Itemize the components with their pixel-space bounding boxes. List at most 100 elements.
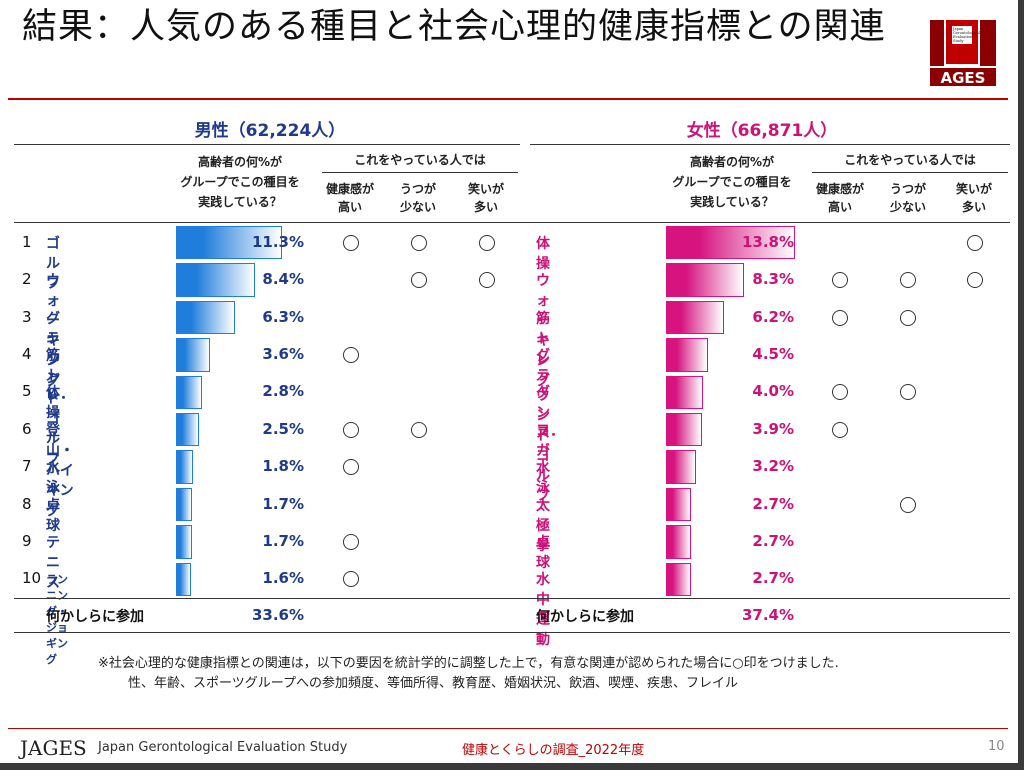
women-marker-circle	[900, 496, 916, 513]
men-category-label: ウォーキング	[46, 273, 60, 390]
women-value-label: 8.3%	[752, 270, 794, 289]
women-header: 女性（66,871人）	[686, 121, 838, 141]
men-marker-circle	[479, 234, 495, 251]
rank-number: 7	[22, 457, 32, 476]
footer-survey: 健康とくらしの調査_2022年度	[462, 743, 645, 758]
women-col-group-line	[812, 172, 1008, 173]
men-category-label: 体操	[46, 385, 60, 422]
men-bar	[176, 338, 210, 372]
women-category-label: ウォーキング	[536, 273, 550, 390]
men-total-label: 何かしらに参加	[46, 609, 144, 625]
men-marker-circle	[343, 234, 359, 251]
women-total-value: 37.4%	[741, 606, 794, 624]
men-marker-circle	[343, 571, 359, 588]
men-col-group-line	[322, 172, 518, 173]
women-marker-circle	[900, 309, 916, 326]
men-bar	[176, 450, 193, 484]
men-bar	[176, 562, 191, 596]
rank-number: 8	[22, 494, 32, 513]
women-category-label: ヨガ	[536, 422, 550, 459]
women-bar	[666, 525, 692, 559]
men-marker-circle	[411, 234, 427, 251]
women-value-label: 6.2%	[752, 307, 794, 326]
rank-number: 4	[22, 344, 32, 363]
women-marker-circle	[832, 384, 848, 401]
women-value-label: 2.7%	[752, 531, 794, 550]
women-category-label: 水泳	[536, 460, 550, 497]
logo-wordmark: AGES	[941, 69, 986, 87]
women-header-line	[530, 144, 1010, 145]
footer-brand: JAGES	[20, 736, 87, 760]
men-marker-circle	[411, 272, 427, 289]
men-bar	[176, 226, 282, 260]
women-value-label: 2.7%	[752, 569, 794, 588]
women-value-label: 4.5%	[752, 344, 794, 363]
logo-text-1: Japan	[952, 27, 964, 31]
men-value-label: 8.4%	[262, 270, 304, 289]
women-bar	[666, 413, 703, 447]
women-col-depress: うつが 少ない	[889, 182, 926, 214]
women-value-label: 3.9%	[752, 419, 794, 438]
men-total-value: 33.6%	[251, 606, 304, 624]
men-category-label: ランニング・ジョギング	[46, 573, 68, 667]
men-col-share: 高齢者の何%が グループでこの種目を 実践している？	[180, 155, 300, 209]
women-col-group: これをやっている人では	[844, 153, 976, 167]
women-value-label: 13.8%	[741, 232, 794, 251]
men-value-label: 11.3%	[251, 232, 304, 251]
footer-brand-full: Japan Gerontological Evaluation Study	[98, 740, 348, 755]
women-category-label: 水中運動	[536, 572, 550, 649]
women-category-label: 体操	[536, 235, 550, 272]
footer-divider	[8, 728, 1008, 729]
men-bar	[176, 487, 192, 522]
women-col-health: 健康感が 高い	[815, 182, 864, 214]
rank-number: 9	[22, 531, 32, 550]
women-col-share: 高齢者の何%が グループでこの種目を 実践している？	[672, 155, 792, 209]
women-bar	[666, 562, 692, 596]
rank-number: 1	[22, 232, 32, 251]
men-col-group: これをやっている人では	[354, 153, 486, 167]
men-bar	[176, 263, 255, 297]
men-bar	[176, 300, 235, 335]
women-total-label: 何かしらに参加	[536, 609, 634, 625]
women-value-label: 2.7%	[752, 494, 794, 513]
total-top-line	[14, 598, 1010, 599]
women-col-laugh: 笑いが 多い	[955, 182, 992, 214]
men-marker-circle	[479, 272, 495, 289]
men-header-line	[14, 144, 520, 145]
men-marker-circle	[343, 346, 359, 363]
men-category-label: テニス	[46, 534, 60, 591]
title-divider	[8, 98, 1008, 100]
logo-text-2: Gerontological	[953, 31, 981, 35]
women-category-label: グラウンド･ゴルフ	[536, 347, 557, 504]
page-number: 10	[988, 739, 1005, 754]
rank-number: 6	[22, 419, 32, 438]
women-marker-circle	[900, 272, 916, 289]
women-category-label: 卓球	[536, 534, 550, 571]
women-marker-circle	[832, 309, 848, 326]
men-value-label: 2.8%	[262, 382, 304, 401]
women-bar	[666, 338, 709, 372]
men-col-depress: うつが 少ない	[399, 182, 436, 214]
women-category-label: 筋トレ	[536, 310, 550, 367]
women-marker-circle	[832, 272, 848, 289]
page-title: 結果：人気のある種目と社会心理的健康指標との関連	[22, 7, 886, 47]
logo-text-3: Evaluation	[953, 35, 973, 39]
footnote-line-2: 性、年齢、スポーツグループへの参加頻度、等価所得、教育歴、婚姻状況、飲酒、喫煙、…	[128, 676, 738, 691]
women-marker-circle	[832, 421, 848, 438]
women-bar	[666, 450, 696, 484]
rank-number: 10	[22, 569, 42, 588]
men-value-label: 6.3%	[262, 307, 304, 326]
women-value-label: 3.2%	[752, 457, 794, 476]
women-bar	[666, 487, 692, 522]
men-value-label: 1.7%	[262, 531, 304, 550]
logo-text-4: Study	[953, 39, 965, 43]
rank-number: 2	[22, 270, 32, 289]
women-bar	[666, 226, 795, 260]
men-marker-circle	[343, 459, 359, 476]
women-category-label: ダンス	[536, 385, 550, 442]
women-value-label: 4.0%	[752, 382, 794, 401]
men-bar	[176, 525, 192, 559]
women-bar	[666, 263, 744, 297]
rank-number: 5	[22, 382, 32, 401]
